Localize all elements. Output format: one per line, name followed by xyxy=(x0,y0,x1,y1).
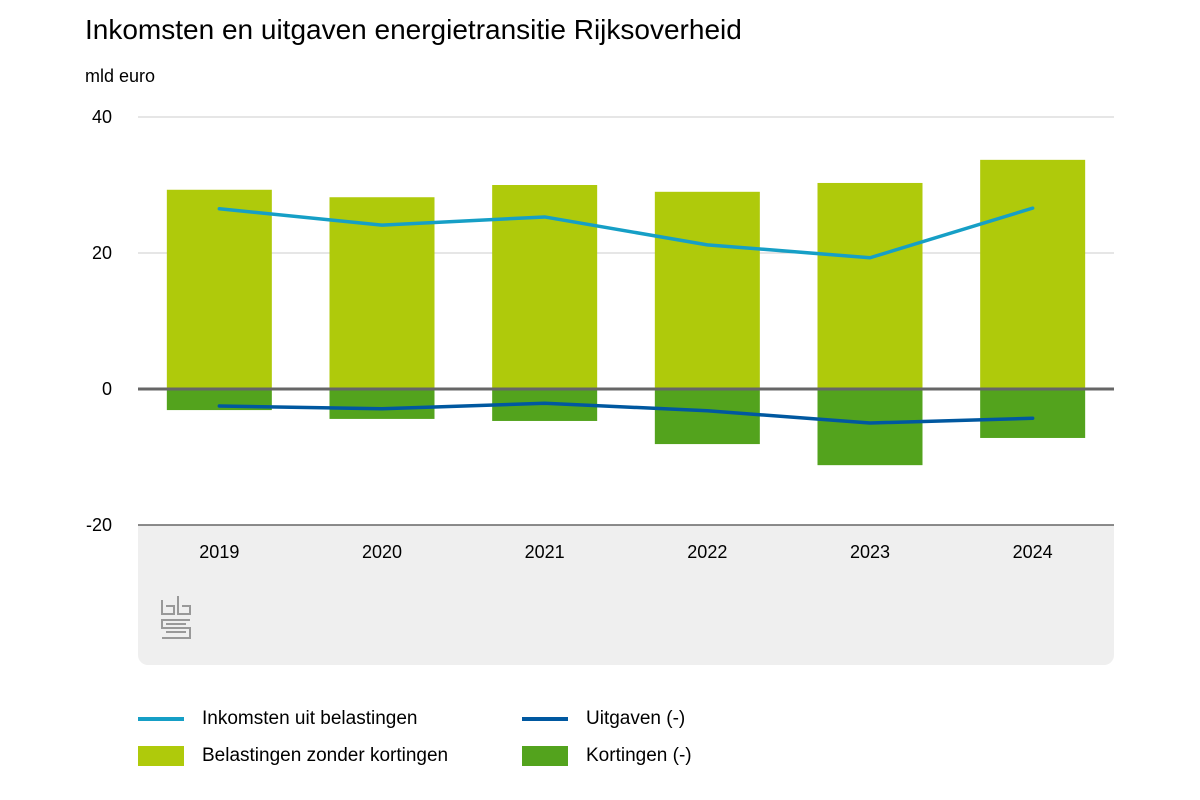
bar xyxy=(654,389,760,445)
legend-item-uitgaven: Uitgaven (-) xyxy=(522,708,685,730)
cbs-logo xyxy=(161,596,191,639)
series-line xyxy=(217,206,1035,260)
legend-item-belastingen: Belastingen zonder kortingen xyxy=(138,745,448,767)
x-tick-label: 2024 xyxy=(1013,542,1053,562)
chart-title: Inkomsten en uitgaven energietransitie R… xyxy=(85,14,742,45)
legend-label: Uitgaven (-) xyxy=(586,708,686,729)
bar xyxy=(329,197,435,389)
bar xyxy=(817,389,923,466)
legend-label: Kortingen (-) xyxy=(586,745,692,766)
y-tick-label: 40 xyxy=(92,107,112,127)
bar xyxy=(166,189,272,389)
bar xyxy=(654,191,760,389)
x-tick-label: 2023 xyxy=(850,542,890,562)
bar xyxy=(817,182,923,389)
legend-swatch xyxy=(522,717,568,721)
legend-item-inkomsten: Inkomsten uit belastingen xyxy=(138,708,417,730)
bar xyxy=(980,389,1086,438)
legend-label: Inkomsten uit belastingen xyxy=(202,708,418,729)
legend-swatch xyxy=(522,746,568,766)
x-tick-label: 2021 xyxy=(525,542,565,562)
legend-label: Belastingen zonder kortingen xyxy=(202,745,449,766)
bar xyxy=(980,159,1086,389)
y-tick-label: -20 xyxy=(86,515,112,535)
legend-swatch xyxy=(138,746,184,766)
bar xyxy=(329,389,435,419)
x-tick-label: 2022 xyxy=(687,542,727,562)
x-axis-panel xyxy=(138,525,1114,665)
x-tick-label: 2020 xyxy=(362,542,402,562)
legend-swatch xyxy=(138,717,184,721)
legend-item-kortingen: Kortingen (-) xyxy=(522,745,692,767)
y-axis-label: mld euro xyxy=(85,66,156,86)
x-tick-label: 2019 xyxy=(199,542,239,562)
y-tick-label: 0 xyxy=(102,379,112,399)
y-tick-label: 20 xyxy=(92,243,112,263)
series-line xyxy=(217,401,1035,425)
